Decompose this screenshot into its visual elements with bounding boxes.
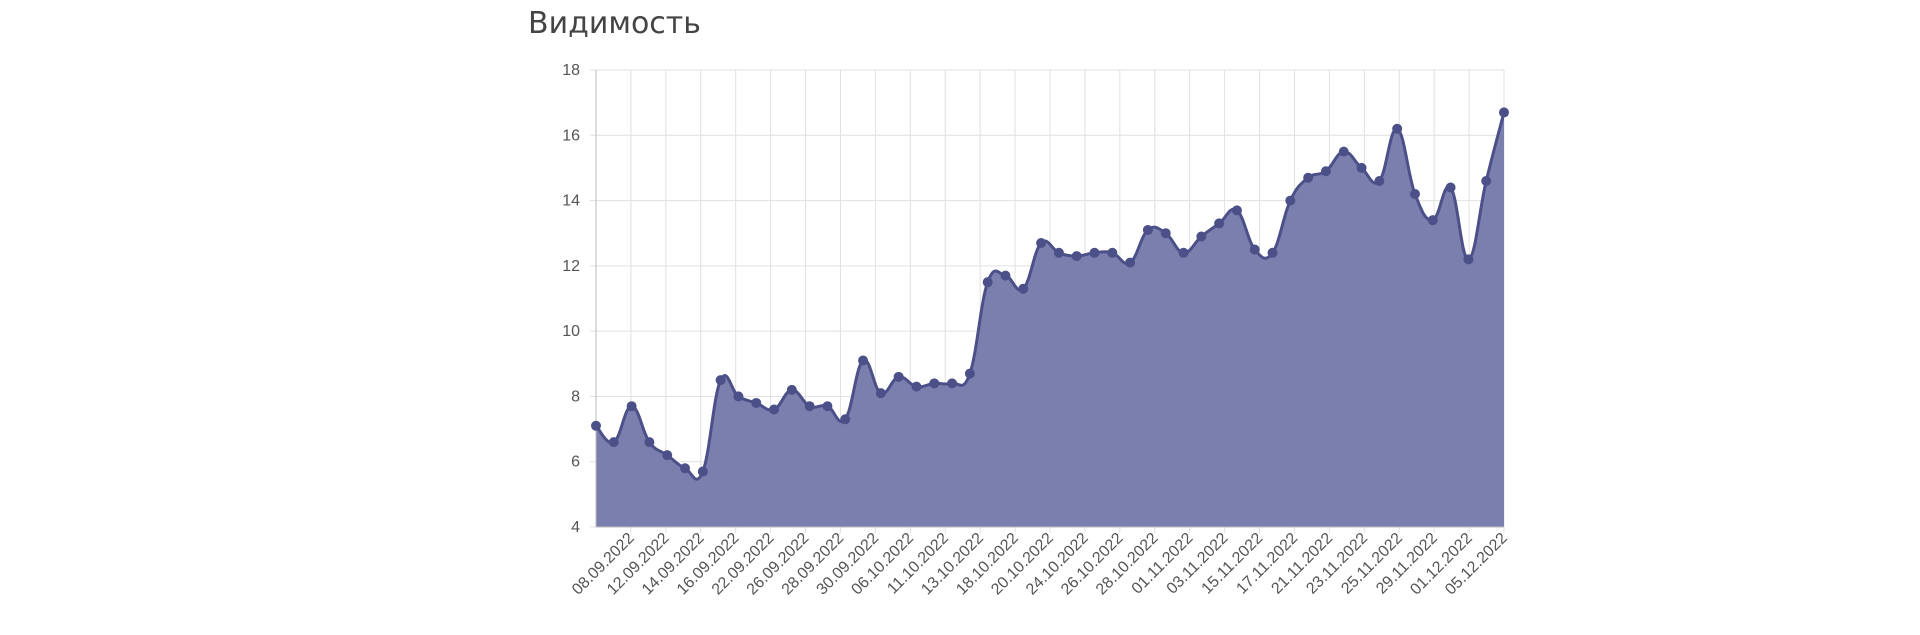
data-point xyxy=(591,420,601,431)
data-point xyxy=(769,404,780,415)
data-point xyxy=(1409,189,1420,200)
data-point xyxy=(1036,238,1047,249)
data-point xyxy=(1231,205,1242,216)
data-point xyxy=(1053,247,1064,258)
y-tick-label: 14 xyxy=(562,193,580,210)
data-point xyxy=(608,437,619,448)
axes xyxy=(595,70,1504,528)
data-point xyxy=(1160,228,1171,239)
data-point xyxy=(875,388,886,399)
data-point xyxy=(1214,218,1225,229)
y-tick-label: 6 xyxy=(571,454,580,471)
data-point xyxy=(858,355,869,366)
y-tick-label: 18 xyxy=(562,62,580,79)
y-tick-label: 10 xyxy=(562,323,580,340)
data-points xyxy=(591,107,1509,477)
chart-title: Видимость xyxy=(528,6,701,41)
data-point xyxy=(680,463,691,474)
data-point xyxy=(947,378,958,389)
data-point xyxy=(1071,251,1082,262)
data-point xyxy=(1481,175,1492,186)
data-point xyxy=(964,368,975,379)
data-point xyxy=(1178,247,1189,258)
data-point xyxy=(733,391,744,402)
y-axis-ticks: 4 6 8 10 12 14 16 18 xyxy=(562,62,580,536)
series-area-fill xyxy=(596,112,1504,527)
data-point xyxy=(1125,257,1136,268)
data-point xyxy=(1338,146,1349,157)
y-tick-label: 16 xyxy=(562,127,580,144)
data-point xyxy=(1427,215,1438,226)
data-point xyxy=(1499,107,1509,118)
data-point xyxy=(1285,195,1296,206)
data-point xyxy=(662,450,673,461)
data-point xyxy=(1303,172,1314,183)
data-point xyxy=(1463,254,1474,265)
data-point xyxy=(1196,231,1207,242)
data-point xyxy=(1392,123,1403,134)
data-point xyxy=(1089,247,1100,258)
data-point xyxy=(1107,247,1118,258)
data-point xyxy=(1445,182,1456,193)
x-axis-ticks: 08.09.202212.09.202214.09.202216.09.2022… xyxy=(569,530,1511,599)
data-point xyxy=(1142,224,1153,235)
data-point xyxy=(929,378,940,389)
data-point xyxy=(822,401,833,412)
data-point xyxy=(626,401,637,412)
data-point xyxy=(715,375,726,386)
data-point xyxy=(1320,166,1331,177)
y-tick-label: 12 xyxy=(562,258,580,275)
data-point xyxy=(644,437,655,448)
data-point xyxy=(911,381,922,392)
data-point xyxy=(1374,175,1385,186)
data-point xyxy=(697,466,708,477)
y-tick-label: 8 xyxy=(571,388,580,405)
data-point xyxy=(1018,283,1029,294)
data-point xyxy=(1267,247,1278,258)
data-point xyxy=(1249,244,1260,255)
data-point xyxy=(982,277,993,288)
data-point xyxy=(1000,270,1011,281)
data-point xyxy=(786,384,797,395)
data-point xyxy=(751,397,762,408)
data-point xyxy=(840,414,851,425)
data-point xyxy=(804,401,815,412)
y-tick-label: 4 xyxy=(571,519,580,536)
data-point xyxy=(893,371,904,382)
data-point xyxy=(1356,162,1367,173)
